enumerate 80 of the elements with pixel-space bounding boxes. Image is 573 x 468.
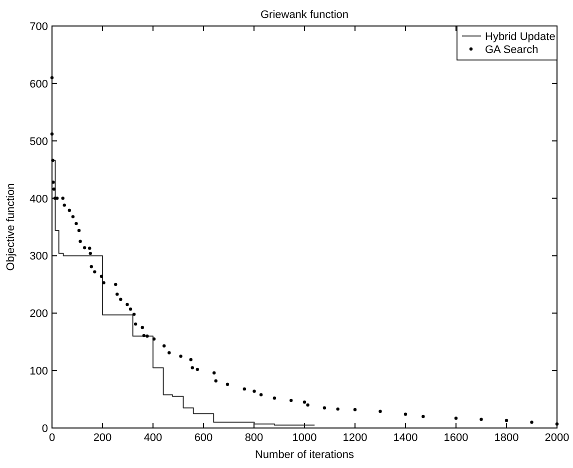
x-tick-label: 1600 (444, 432, 468, 444)
point (480, 418, 483, 421)
point (77, 228, 81, 232)
y-tick-label: 500 (30, 136, 48, 148)
point (555, 422, 559, 426)
point (50, 132, 54, 136)
y-tick-label: 600 (30, 78, 48, 90)
point (189, 358, 192, 362)
y-tick-label: 100 (30, 366, 48, 378)
point (214, 379, 218, 383)
point (100, 274, 104, 278)
point (454, 416, 458, 420)
point (212, 371, 216, 374)
point (116, 292, 119, 296)
point (252, 390, 256, 393)
y-tick-label: 300 (30, 250, 48, 263)
point (61, 196, 64, 200)
point (259, 393, 263, 396)
point (378, 410, 382, 413)
point (226, 382, 230, 386)
x-tick-label: 800 (244, 432, 264, 444)
point (52, 187, 56, 191)
point (102, 281, 106, 284)
x-tick-label: 200 (93, 432, 112, 444)
point (422, 414, 425, 418)
point (50, 76, 54, 80)
x-tick-label: 0 (48, 432, 56, 444)
point (142, 334, 146, 338)
point (302, 400, 306, 404)
point (306, 403, 310, 407)
point (404, 412, 408, 416)
point (162, 344, 166, 348)
point (71, 215, 75, 218)
point (93, 270, 96, 274)
point (168, 351, 171, 354)
point (530, 420, 534, 424)
point (322, 406, 326, 410)
point (51, 158, 54, 162)
x-axis-title: Number of iterations (254, 449, 355, 461)
point (196, 368, 200, 372)
x-tick-label: 600 (194, 432, 213, 444)
x-tick-label: 1800 (494, 432, 519, 444)
point (179, 354, 182, 358)
point (242, 387, 246, 391)
legend-label: Hybrid Update (485, 31, 556, 43)
point (90, 265, 93, 268)
x-tick-label: 1400 (393, 432, 418, 444)
legend-label: GA Search (485, 44, 538, 56)
y-tick-label: 700 (30, 21, 48, 33)
point (134, 322, 138, 326)
point (82, 246, 86, 250)
point (140, 326, 144, 330)
point (126, 302, 129, 306)
point (68, 208, 72, 212)
point (114, 282, 118, 286)
point (132, 312, 136, 316)
x-tick-label: 400 (144, 432, 162, 444)
y-tick-label: 200 (30, 308, 48, 320)
y-tick-label: 0 (42, 423, 48, 435)
point (290, 398, 293, 402)
y-tick-label: 400 (30, 193, 48, 206)
point (119, 298, 122, 301)
point (88, 252, 92, 256)
point (336, 407, 340, 411)
point (78, 240, 82, 243)
point (62, 204, 66, 207)
point (190, 366, 194, 370)
point (152, 337, 156, 341)
point (146, 334, 149, 338)
y-axis-title: Objective function (5, 183, 17, 271)
x-tick-label: 1200 (342, 432, 368, 444)
x-tick-label: 2000 (544, 432, 570, 444)
chart-title: Griewank function (260, 9, 349, 21)
point (353, 408, 357, 412)
point (504, 418, 508, 422)
point (74, 222, 78, 226)
point (88, 246, 92, 250)
x-tick-label: 1000 (292, 432, 317, 444)
point (272, 396, 276, 400)
point (128, 308, 132, 311)
